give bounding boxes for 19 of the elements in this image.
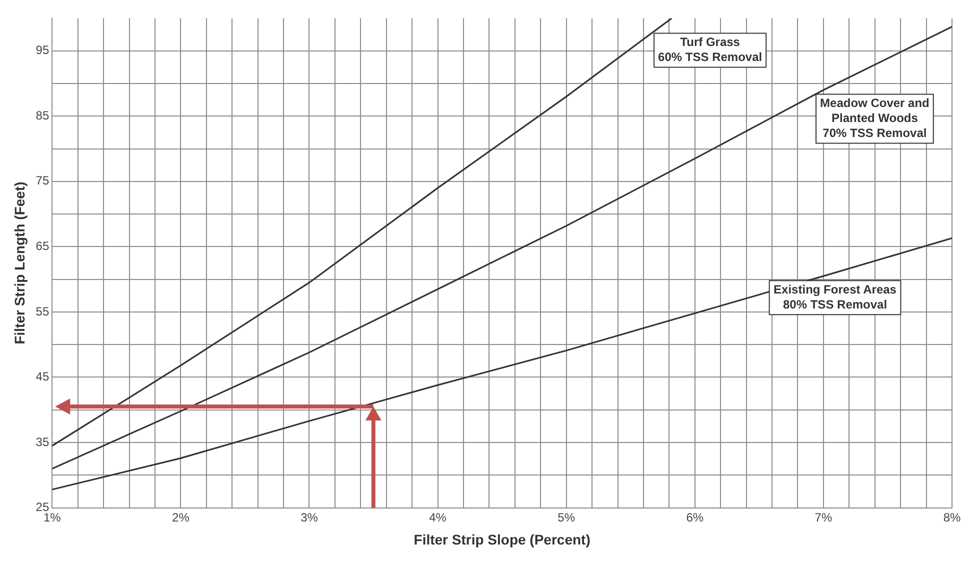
x-axis-title: Filter Strip Slope (Percent) bbox=[414, 531, 590, 548]
y-tick-label: 35 bbox=[36, 434, 50, 449]
x-tick-label: 7% bbox=[814, 510, 832, 524]
y-tick-label: 55 bbox=[36, 304, 50, 318]
x-tick-label: 5% bbox=[558, 510, 576, 524]
x-tick-label: 6% bbox=[686, 510, 704, 524]
y-tick-label: 45 bbox=[36, 370, 50, 384]
series-label: Existing Forest Areas 80% TSS Removal bbox=[774, 282, 897, 312]
x-tick-label: 8% bbox=[943, 510, 961, 524]
y-tick-label: 75 bbox=[36, 174, 50, 188]
x-tick-label: 3% bbox=[300, 510, 318, 524]
x-tick-label: 4% bbox=[429, 510, 447, 524]
x-tick-label: 2% bbox=[172, 510, 190, 524]
y-axis-title: Filter Strip Length (Feet) bbox=[11, 182, 28, 344]
series-label: Turf Grass 60% TSS Removal bbox=[658, 35, 762, 64]
y-tick-label: 65 bbox=[36, 238, 50, 253]
y-tick-label: 95 bbox=[36, 43, 50, 58]
series-label: Meadow Cover and Planted Woods 70% TSS Removal bbox=[820, 96, 930, 140]
y-tick-label: 85 bbox=[36, 108, 50, 122]
